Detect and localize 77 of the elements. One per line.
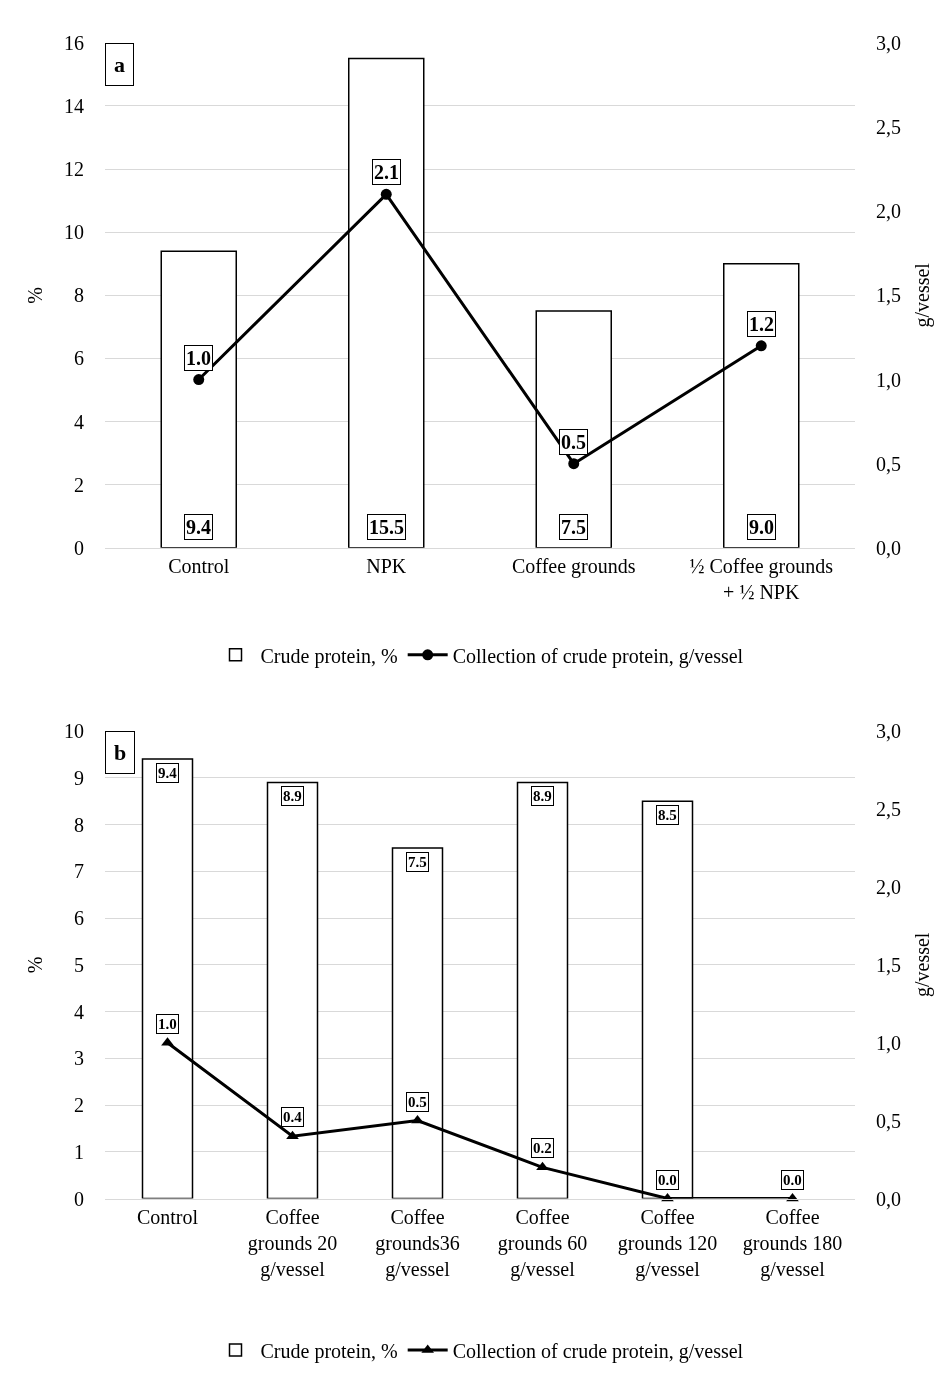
y2-axis-title: g/vessel [911,932,935,998]
x-tick-label: Coffee grounds [512,554,636,578]
point [193,374,205,386]
y-tick-label: 4 [74,1000,84,1023]
y-tick-label: 5 [74,953,84,976]
y2-tick-label: 2,5 [876,797,901,820]
data-label: 0.5 [408,1094,427,1110]
data-label: 15.5 [369,516,404,538]
data-label: 9.0 [749,516,774,538]
data-label: 9.4 [186,516,211,538]
data-label: 9.4 [158,765,178,781]
x-tick-label: Coffee grounds 20 g/vessel [247,1205,338,1281]
y-axis-title: % [24,956,47,974]
y-tick-label: 10 [64,221,84,244]
annotation: b [114,740,127,765]
data-label: 8.9 [533,788,552,804]
data-label: 0.0 [658,1172,677,1188]
y-tick-label: 6 [74,907,84,930]
y-axis-title: % [24,287,47,304]
y2-tick-label: 1,5 [876,284,901,307]
y-tick-label: 16 [64,31,84,54]
y2-tick-label: 3,0 [876,720,901,743]
annotation: a [114,52,125,77]
y-tick-label: 12 [64,158,84,181]
data-label: 0.4 [283,1109,303,1125]
x-tick-label: NPK [366,554,407,577]
x-tick-label: Coffee grounds 60 g/vessel [497,1205,588,1281]
x-tick-label: Coffee grounds36 g/vessel [375,1205,460,1281]
y-tick-label: 0 [74,1187,84,1210]
y2-tick-label: 0,0 [876,1187,901,1210]
x-tick-label: Control [136,1205,199,1228]
legend-label: Collection of crude protein, g/vessel [452,1339,744,1363]
y-tick-label: 8 [74,284,84,307]
legend-label: Collection of crude protein, g/vessel [452,644,744,668]
y2-tick-label: 2,0 [876,200,901,223]
point [568,458,580,470]
y-tick-label: 9 [74,766,84,789]
point [380,188,392,200]
data-label: 8.9 [283,788,302,804]
y-tick-label: 14 [64,94,84,117]
y-tick-label: 7 [74,860,84,883]
y-tick-label: 10 [64,720,84,743]
data-label: 0.5 [561,431,586,453]
y2-axis-title: g/vessel [911,262,935,328]
data-label: 0.0 [783,1172,802,1188]
legend-label: Crude protein, % [260,1339,398,1363]
data-label: 7.5 [408,854,427,870]
x-tick-label: Coffee grounds 180 g/vessel [742,1205,843,1281]
y-tick-label: 2 [74,473,84,496]
y2-tick-label: 0,5 [876,452,901,475]
data-label: 0.2 [533,1140,552,1156]
y2-tick-label: 2,0 [876,875,901,898]
y-tick-label: 6 [74,347,84,370]
y2-tick-label: 0,5 [876,1109,901,1132]
data-label: 8.5 [658,807,677,823]
y-tick-label: 8 [74,813,84,836]
data-label: 1.0 [186,347,211,369]
x-tick-label: Coffee grounds 120 g/vessel [617,1205,718,1281]
point [755,340,767,352]
data-label: 1.2 [749,313,774,335]
y-tick-label: 4 [74,410,84,433]
data-label: 1.0 [158,1016,177,1032]
x-tick-label: ½ Coffee grounds + ½ NPK [689,554,834,603]
legend-label: Crude protein, % [260,644,398,668]
y-tick-label: 3 [74,1047,84,1070]
y-tick-label: 0 [74,536,84,559]
y-tick-label: 2 [74,1094,84,1117]
y2-tick-label: 1,5 [876,953,901,976]
data-label: 2.1 [374,161,399,183]
y2-tick-label: 0,0 [876,536,901,559]
y2-tick-label: 2,5 [876,115,901,138]
y2-tick-label: 1,0 [876,368,901,391]
y2-tick-label: 3,0 [876,31,901,54]
x-tick-label: Control [168,554,230,577]
data-label: 7.5 [561,516,586,538]
y-tick-label: 1 [74,1140,84,1163]
y2-tick-label: 1,0 [876,1031,901,1054]
